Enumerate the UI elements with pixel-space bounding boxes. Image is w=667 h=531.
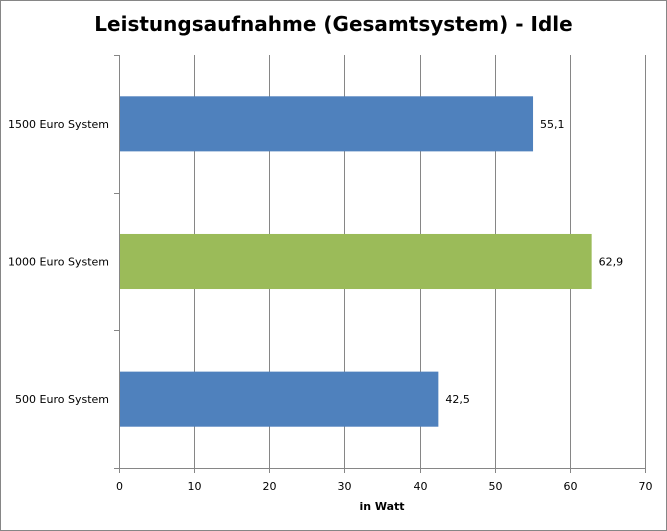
- category-label: 500 Euro System: [15, 393, 109, 406]
- x-tick-label: 60: [564, 480, 578, 493]
- bar: [120, 96, 534, 152]
- x-tick-label: 50: [489, 480, 503, 493]
- data-label: 42,5: [445, 393, 470, 406]
- labels: 0 10 20 30 40 50 60 70 1500 Euro System 55,1 1000 …: [8, 118, 652, 493]
- axes: [114, 55, 646, 473]
- data-label: 62,9: [599, 256, 624, 269]
- x-tick-label: 0: [116, 480, 123, 493]
- x-tick-label: 30: [338, 480, 352, 493]
- bar: [120, 371, 439, 427]
- x-tick-label: 10: [188, 480, 202, 493]
- x-tick-label: 70: [639, 480, 653, 493]
- x-tick-label: 20: [263, 480, 277, 493]
- x-axis-title: in Watt: [359, 500, 404, 513]
- chart-title: Leistungsaufnahme (Gesamtsystem) - Idle: [94, 12, 573, 36]
- category-label: 1000 Euro System: [8, 256, 109, 269]
- x-tick-label: 40: [414, 480, 428, 493]
- category-label: 1500 Euro System: [8, 118, 109, 131]
- bars: [120, 96, 592, 427]
- data-label: 55,1: [540, 118, 565, 131]
- bar: [120, 233, 592, 290]
